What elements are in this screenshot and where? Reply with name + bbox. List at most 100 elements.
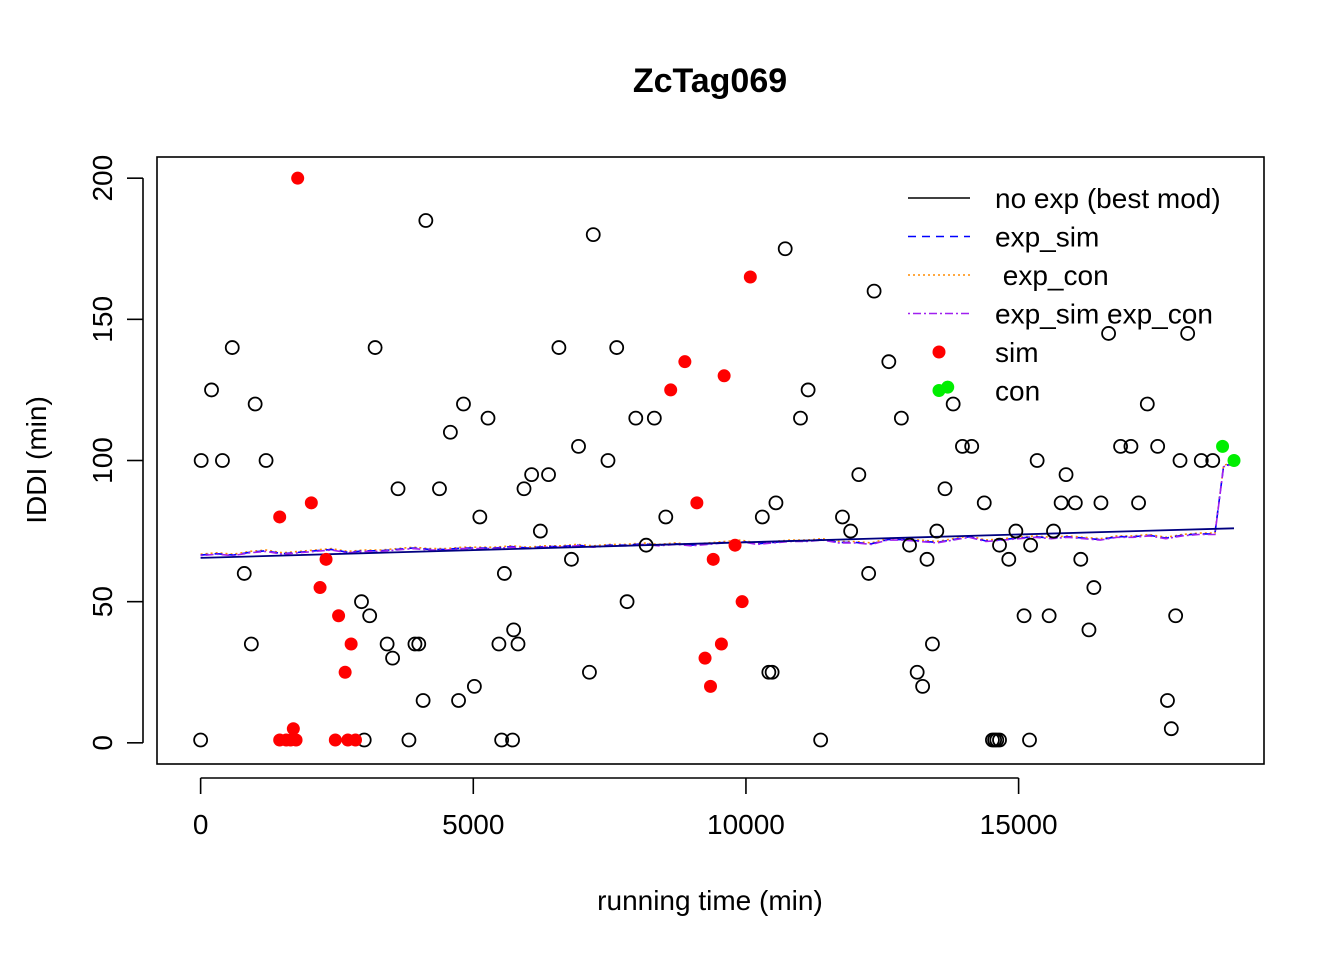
data-point-obs [646,410,662,426]
data-point-sim [678,355,692,369]
data-point-obs [800,382,816,398]
data-point-obs [925,636,940,652]
data-point-sim [273,510,287,524]
y-axis-label: IDDI (min) [21,396,52,524]
data-point-obs [1081,622,1097,638]
data-point-obs [418,213,434,228]
data-point-sim [289,733,303,747]
x-axis: 0 5000 10000 15000 [193,777,1058,840]
data-point-obs [362,608,378,624]
data-point-obs [1041,608,1057,624]
data-point-obs [658,509,674,525]
x-tick-label: 10000 [707,809,785,840]
legend-marker [932,384,946,397]
data-point-obs [1113,438,1128,454]
data-point-obs [516,481,532,497]
data-point-sim [714,637,728,651]
legend-label: exp_sim [995,222,1099,253]
no-exp-line [200,527,1235,559]
data-point-obs [193,453,209,468]
data-point-obs [1067,495,1083,511]
data-point-obs [524,467,540,483]
data-point-sim [344,637,358,651]
data-point-obs [992,732,1007,748]
data-point-obs [1180,326,1196,341]
data-point-obs [215,453,230,468]
legend-label: exp_sim exp_con [995,299,1213,330]
data-point-sim [338,665,352,679]
legend: no exp (best mod) exp_sim exp_con exp_sim … [908,183,1221,407]
data-point-sim [743,270,757,284]
data-point-obs [1046,523,1061,539]
data-point-sim [313,581,327,595]
data-point-obs [1150,438,1166,454]
data-point-obs [401,732,417,748]
data-point-obs [945,396,961,412]
data-point-obs [494,732,510,748]
data-point-obs [532,523,548,539]
data-point-obs [510,636,526,652]
data-point-obs [843,523,859,539]
data-point-sim [304,496,318,510]
data-point-obs [193,732,209,748]
data-point-obs [258,453,274,468]
data-point-obs [628,410,644,426]
data-point-obs [1193,453,1209,468]
data-point-obs [793,410,808,426]
data-point-obs [1029,453,1045,468]
legend-label: sim [995,337,1039,368]
data-point-sim [332,609,346,623]
data-point-sim [704,679,717,693]
data-point-obs [541,467,556,483]
data-point-sim [698,651,712,665]
data-point-obs [1001,551,1017,567]
data-point-obs [379,636,395,652]
data-point-obs [585,227,601,243]
data-point-obs [861,566,877,581]
y-tick-label: 200 [87,155,118,202]
data-point-obs [813,732,829,748]
data-point-obs [390,481,406,497]
chart-title: ZcTag069 [633,62,787,100]
data-point-obs [909,664,925,680]
data-point-obs [893,410,909,426]
data-point-obs [385,650,400,666]
x-tick-label: 15000 [980,809,1058,840]
data-point-obs [764,664,780,680]
data-point-sim [286,722,300,736]
data-point-obs [1073,551,1089,567]
y-tick-label: 0 [87,735,118,751]
data-point-sim [291,171,305,185]
data-point-obs [1093,495,1109,511]
data-point-obs [571,438,586,454]
data-point-obs [582,664,597,680]
data-point-obs [754,509,770,525]
data-point-obs [1086,580,1102,595]
data-point-obs [1058,467,1074,483]
data-point-con [1216,439,1230,453]
data-point-obs [902,537,917,553]
data-point-obs [1160,693,1175,708]
data-point-obs [243,636,259,652]
data-point-obs [411,636,427,652]
data-point-sim [717,369,731,383]
data-point-obs [442,424,458,440]
data-point-obs [866,283,882,299]
legend-label: no exp (best mod) [995,183,1221,214]
data-point-obs [204,382,219,398]
y-tick-label: 100 [87,437,118,484]
data-point-obs [564,551,579,567]
data-point-con [1227,454,1241,467]
x-tick-label: 0 [193,809,209,840]
data-point-sim [664,383,678,397]
data-point-obs [496,566,512,581]
data-point-obs [472,509,488,525]
data-point-obs [976,495,992,511]
data-point-obs [992,537,1007,553]
data-point-sim [328,733,342,747]
data-point-obs [354,594,369,610]
legend-label: exp_con [995,260,1109,291]
plot-frame [156,156,1265,765]
data-point-obs [505,732,520,748]
